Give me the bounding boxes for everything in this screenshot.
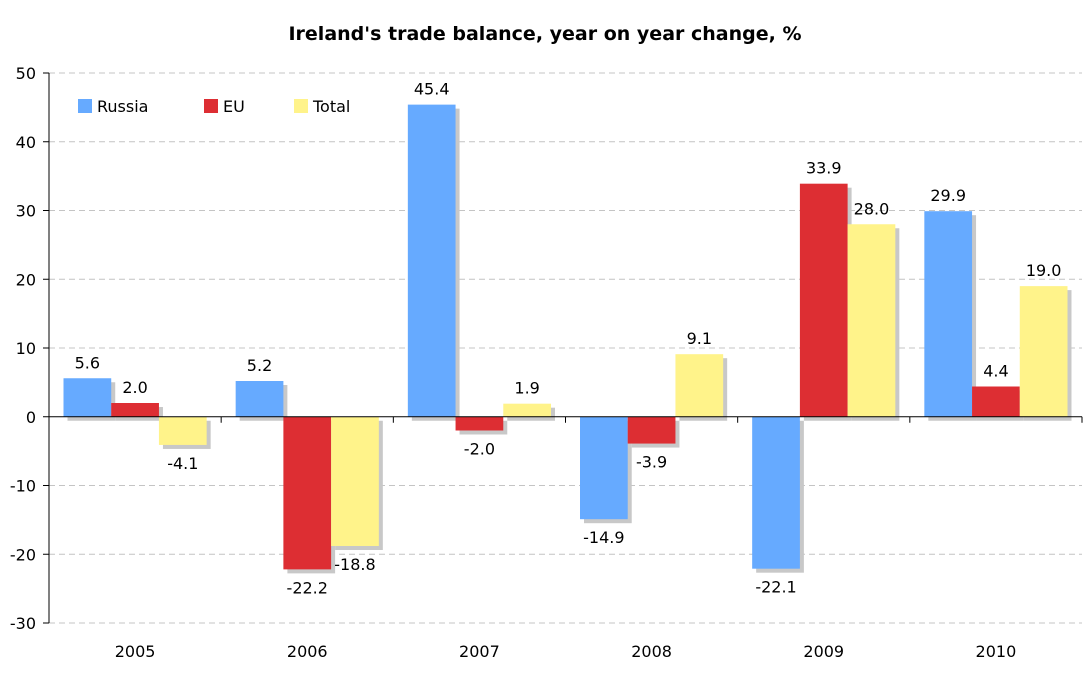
y-tick-label: -10 <box>10 477 36 496</box>
data-label: 5.6 <box>75 353 100 372</box>
bar-eu-2007 <box>455 416 504 431</box>
data-label: 29.9 <box>930 186 966 205</box>
data-label: 5.2 <box>247 356 272 375</box>
x-tick-label: 2009 <box>803 642 844 661</box>
legend-label-eu: EU <box>223 97 245 116</box>
bar-eu-2006 <box>283 416 332 570</box>
data-label: -4.1 <box>167 454 198 473</box>
data-label: -22.1 <box>755 578 796 597</box>
legend-label-russia: Russia <box>97 97 148 116</box>
bar-total-2010 <box>1019 286 1068 417</box>
bar-russia-2005 <box>63 378 112 417</box>
y-tick-label: 40 <box>16 133 36 152</box>
data-label: 9.1 <box>687 329 712 348</box>
bar-eu-2008 <box>627 416 676 444</box>
data-label: -14.9 <box>583 528 624 547</box>
bar-eu-2009 <box>799 183 848 417</box>
y-tick-label: 20 <box>16 270 36 289</box>
bar-russia-2009 <box>752 416 800 569</box>
bar-eu-2010 <box>972 386 1020 417</box>
bars: 5.6 5.2 45.4 -14.9 -22.1 29.9 2.0 -22.2 -2.0 -3.9… <box>63 80 1072 597</box>
x-tick-label: 2005 <box>115 642 156 661</box>
x-tick-label: 2006 <box>287 642 328 661</box>
data-label: -3.9 <box>636 453 667 472</box>
y-tick-label: 50 <box>16 64 36 83</box>
bar-russia-2010 <box>924 211 973 417</box>
x-tick-label: 2010 <box>976 642 1017 661</box>
x-tick-label: 2007 <box>459 642 500 661</box>
bar-russia-2006 <box>235 381 284 417</box>
bar-total-2009 <box>847 224 896 417</box>
y-tick-label: 10 <box>16 339 36 358</box>
data-label: -22.2 <box>287 578 328 597</box>
data-label: 19.0 <box>1026 261 1062 280</box>
y-tick-label: -30 <box>10 614 36 633</box>
y-tick-label: 30 <box>16 202 36 221</box>
x-tick-label: 2008 <box>631 642 672 661</box>
data-label: 45.4 <box>414 80 450 99</box>
bar-total-2007 <box>503 403 551 417</box>
legend-swatch-russia <box>78 99 92 113</box>
data-label: 28.0 <box>854 199 890 218</box>
bar-russia-2008 <box>580 416 628 520</box>
data-label: 1.9 <box>514 379 539 398</box>
data-label: -2.0 <box>464 440 495 459</box>
data-label: 33.9 <box>806 159 842 178</box>
data-label: -18.8 <box>334 555 375 574</box>
data-label: 2.0 <box>122 378 147 397</box>
bar-total-2008 <box>675 354 724 417</box>
legend: Russia EU Total <box>78 97 350 116</box>
bar-total-2006 <box>331 416 379 546</box>
bar-russia-2007 <box>407 104 456 417</box>
bar-total-2005 <box>158 416 207 445</box>
chart-title: Ireland's trade balance, year on year ch… <box>288 23 801 45</box>
data-label: 4.4 <box>983 362 1008 381</box>
legend-swatch-eu <box>204 99 218 113</box>
legend-label-total: Total <box>312 97 350 116</box>
y-tick-label: -20 <box>10 545 36 564</box>
axes: -30 -20 -10 0 10 20 30 40 50 2005 2006 2007 2008 2009… <box>10 64 1083 661</box>
legend-swatch-total <box>294 99 308 113</box>
gridlines <box>49 72 1082 624</box>
y-tick-label: 0 <box>26 408 36 427</box>
bar-eu-2005 <box>111 403 159 417</box>
